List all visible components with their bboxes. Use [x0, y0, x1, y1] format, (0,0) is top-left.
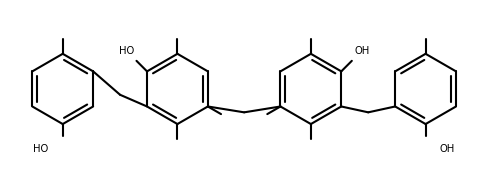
Text: HO: HO — [34, 144, 49, 154]
Text: HO: HO — [119, 46, 134, 56]
Text: OH: OH — [354, 46, 369, 56]
Text: OH: OH — [440, 144, 455, 154]
